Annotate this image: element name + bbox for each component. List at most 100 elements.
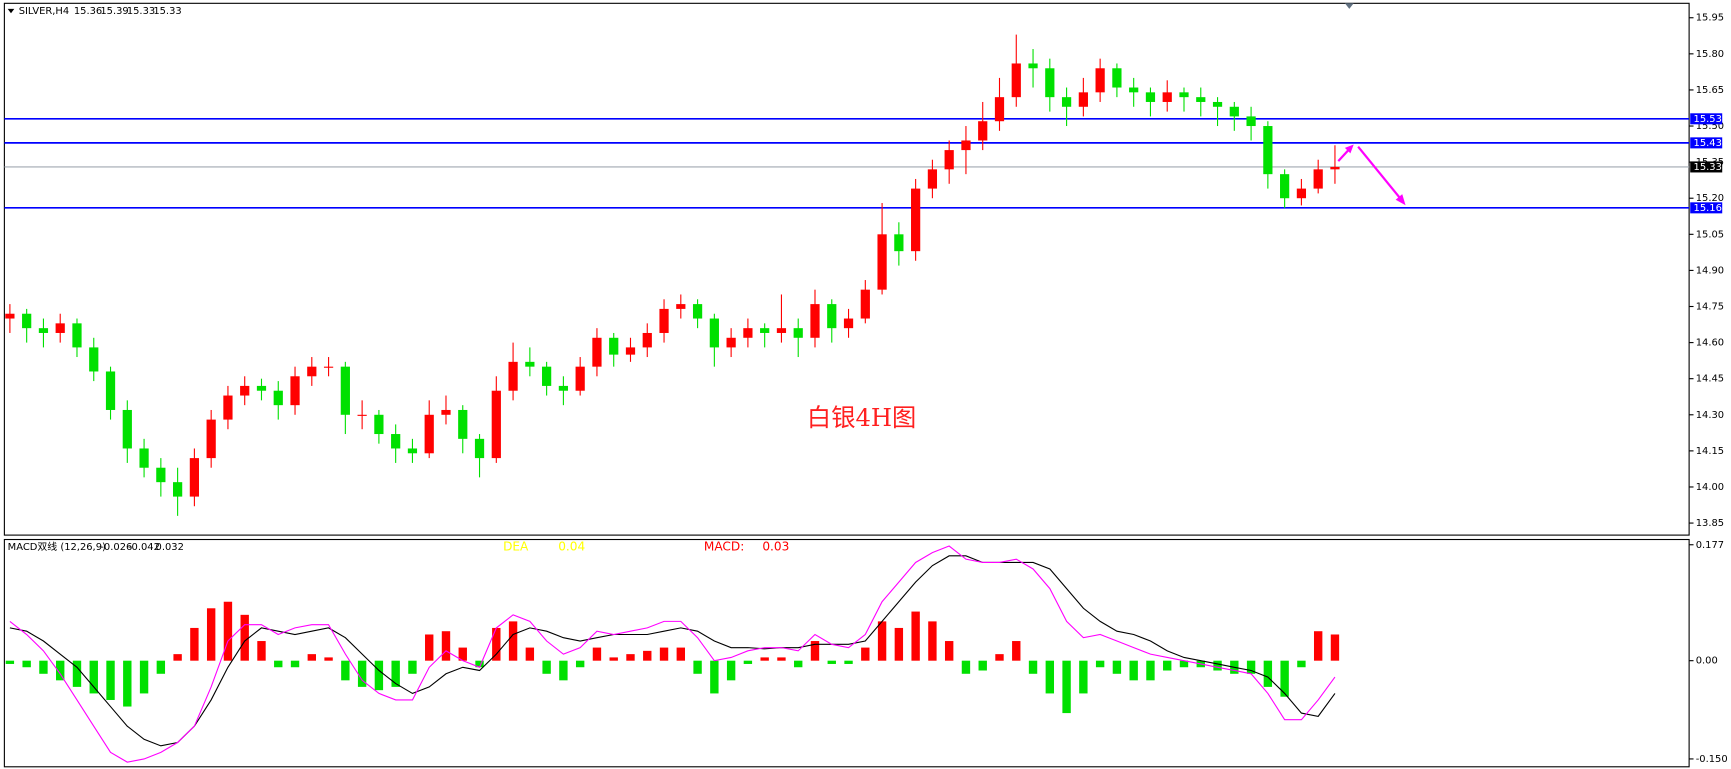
level-tag bbox=[1690, 137, 1723, 149]
macd-bar bbox=[827, 660, 836, 664]
candle-body bbox=[139, 448, 149, 468]
macd-bar bbox=[794, 660, 803, 668]
candle-body bbox=[692, 304, 703, 319]
macd-bar bbox=[710, 660, 719, 694]
macd-bar bbox=[1280, 660, 1289, 697]
candle-body bbox=[391, 434, 401, 449]
macd-bar bbox=[1012, 641, 1021, 661]
candle-body bbox=[105, 371, 116, 410]
candle-body bbox=[240, 385, 250, 396]
candle-body bbox=[1112, 68, 1122, 88]
macd-bar bbox=[542, 660, 551, 674]
macd-bar bbox=[1179, 660, 1189, 668]
candle-body bbox=[944, 150, 954, 170]
candle-body bbox=[860, 289, 870, 319]
y-tick-label: 13.85 bbox=[1696, 518, 1724, 529]
level-tag bbox=[1690, 202, 1723, 214]
candle-body bbox=[89, 347, 99, 372]
macd-bar bbox=[861, 647, 870, 661]
macd-line bbox=[9, 545, 1336, 763]
macd-bar bbox=[5, 660, 15, 664]
macd-bar bbox=[106, 660, 115, 700]
macd-bar bbox=[39, 660, 48, 674]
candle-body bbox=[1313, 169, 1323, 189]
macd-bar bbox=[1313, 631, 1323, 661]
y-tick-label: 14.90 bbox=[1696, 265, 1724, 276]
macd-bar bbox=[408, 660, 417, 674]
macd-bar bbox=[525, 647, 535, 661]
level-label: 15.43 bbox=[1694, 138, 1722, 149]
macd-bar bbox=[257, 641, 266, 661]
macd-label: MACD: bbox=[704, 540, 744, 554]
shift-marker bbox=[1344, 3, 1354, 9]
macd-bar bbox=[307, 654, 316, 661]
macd-bar bbox=[1163, 660, 1172, 671]
candle-body bbox=[1129, 87, 1139, 93]
macd-bar bbox=[391, 660, 400, 687]
candle-body bbox=[659, 308, 669, 333]
y-tick-label: 0.00 bbox=[1696, 656, 1718, 667]
candle-body bbox=[575, 366, 585, 391]
macd-bar bbox=[844, 660, 853, 664]
macd-bar bbox=[1028, 660, 1038, 674]
macd-bar bbox=[559, 660, 568, 681]
candle-body bbox=[206, 419, 216, 459]
macd-bar bbox=[223, 601, 233, 661]
candle-body bbox=[1045, 68, 1055, 98]
candle-body bbox=[1263, 126, 1273, 175]
macd-bar bbox=[240, 614, 249, 661]
candle-body bbox=[323, 366, 334, 368]
candle-body bbox=[1162, 92, 1172, 102]
macd-bar bbox=[760, 657, 769, 661]
candle-body bbox=[407, 448, 418, 454]
macd-bar bbox=[441, 631, 451, 661]
macd-bar bbox=[743, 660, 753, 664]
macd-bar bbox=[123, 660, 132, 707]
macd-bar bbox=[357, 660, 367, 687]
candle-body bbox=[525, 361, 535, 367]
macd-bar bbox=[22, 660, 31, 668]
candle-body bbox=[1078, 92, 1088, 107]
macd-bar bbox=[777, 657, 786, 661]
macd-bar bbox=[643, 650, 652, 661]
candle-body bbox=[223, 395, 233, 420]
candle-body bbox=[189, 458, 200, 497]
macd-bar bbox=[290, 660, 300, 668]
macd-readout: -0.042 bbox=[128, 542, 160, 553]
macd-panel bbox=[3, 538, 1690, 768]
candle-body bbox=[441, 409, 451, 415]
candle-body bbox=[307, 366, 317, 377]
macd-bar bbox=[324, 657, 333, 661]
macd-bar bbox=[1045, 660, 1055, 694]
macd-bar bbox=[1079, 660, 1088, 694]
candle-body bbox=[340, 366, 350, 415]
candle-body bbox=[474, 438, 485, 459]
macd-bar bbox=[56, 660, 65, 681]
candle-body bbox=[760, 328, 770, 333]
macd-bar bbox=[1112, 660, 1122, 674]
candle-body bbox=[38, 328, 49, 333]
macd-line bbox=[9, 555, 1336, 747]
candle-body bbox=[290, 376, 300, 406]
candle-body bbox=[273, 390, 283, 406]
macd-bar bbox=[575, 660, 585, 668]
candle-body bbox=[709, 318, 719, 348]
macd-bar bbox=[676, 647, 686, 661]
macd-bar bbox=[609, 657, 618, 661]
candle-body bbox=[810, 304, 820, 338]
quote-open: 15.36 bbox=[74, 6, 102, 17]
candle-body bbox=[1212, 101, 1223, 107]
candle-body bbox=[676, 304, 686, 309]
macd-bar bbox=[1246, 660, 1256, 674]
quote-high: 15.39 bbox=[100, 6, 128, 17]
candle-body bbox=[843, 318, 854, 329]
candle-body bbox=[877, 234, 887, 290]
y-tick-label: 15.50 bbox=[1696, 121, 1724, 132]
candle-body bbox=[1196, 97, 1206, 102]
macd-bar bbox=[425, 634, 434, 661]
candle-body bbox=[1095, 68, 1105, 93]
macd-bar bbox=[190, 627, 199, 661]
macd-bar bbox=[492, 627, 501, 661]
candle-body bbox=[793, 328, 803, 338]
candle-body bbox=[827, 304, 837, 329]
